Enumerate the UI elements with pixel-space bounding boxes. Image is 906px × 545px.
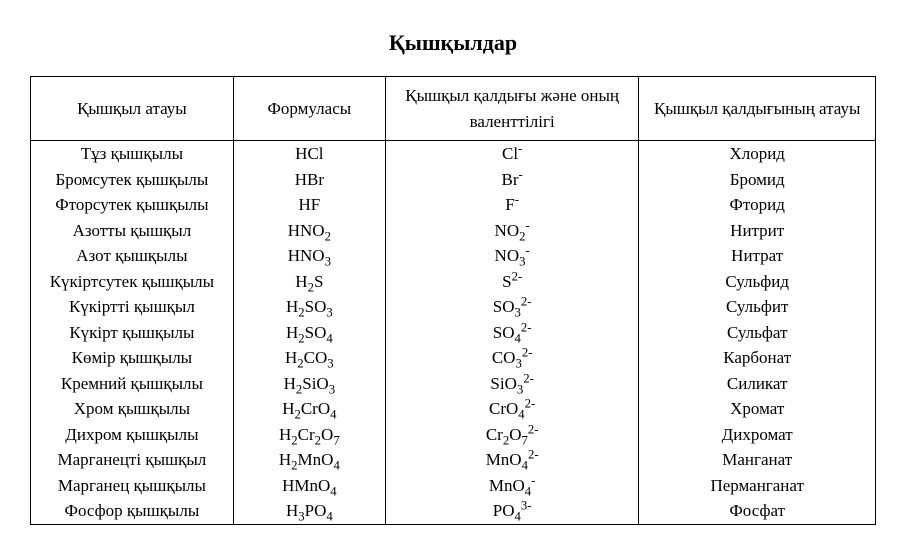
cell-residue: S2- <box>385 269 639 295</box>
table-row: Марганец қышқылыHMnO4MnO4-Перманганат <box>31 473 876 499</box>
cell-acid-name: Күкіртті қышқыл <box>31 294 234 320</box>
cell-residue-name: Манганат <box>639 447 876 473</box>
cell-formula: H2SO3 <box>233 294 385 320</box>
cell-formula: HNO2 <box>233 218 385 244</box>
table-row: Фосфор қышқылыH3PO4PO43-Фосфат <box>31 498 876 524</box>
cell-acid-name: Күкірт қышқылы <box>31 320 234 346</box>
table-row: Кремний қышқылыH2SiO3SiO32-Силикат <box>31 371 876 397</box>
cell-acid-name: Азотты қышқыл <box>31 218 234 244</box>
table-row: Бромсутек қышқылыHBrBr-Бромид <box>31 167 876 193</box>
cell-acid-name: Күкіртсутек қышқылы <box>31 269 234 295</box>
col-header-formula: Формуласы <box>233 77 385 141</box>
cell-acid-name: Марганецті қышқыл <box>31 447 234 473</box>
cell-formula: H2CrO4 <box>233 396 385 422</box>
cell-residue: MnO42- <box>385 447 639 473</box>
cell-residue-name: Сульфит <box>639 294 876 320</box>
cell-formula: HNO3 <box>233 243 385 269</box>
cell-formula: HF <box>233 192 385 218</box>
cell-residue-name: Хлорид <box>639 141 876 167</box>
cell-residue: CrO42- <box>385 396 639 422</box>
cell-formula: H2CO3 <box>233 345 385 371</box>
cell-residue: Cr2O72- <box>385 422 639 448</box>
cell-residue-name: Силикат <box>639 371 876 397</box>
cell-acid-name: Марганец қышқылы <box>31 473 234 499</box>
cell-formula: H2MnO4 <box>233 447 385 473</box>
cell-residue-name: Нитрит <box>639 218 876 244</box>
cell-residue-name: Сульфид <box>639 269 876 295</box>
col-header-name: Қышқыл атауы <box>31 77 234 141</box>
table-row: Көмір қышқылыH2CO3CO32-Карбонат <box>31 345 876 371</box>
table-row: Тұз қышқылыHClCl-Хлорид <box>31 141 876 167</box>
table-row: Марганецті қышқылH2MnO4MnO42-Манганат <box>31 447 876 473</box>
cell-residue-name: Карбонат <box>639 345 876 371</box>
cell-residue: F- <box>385 192 639 218</box>
cell-acid-name: Хром қышқылы <box>31 396 234 422</box>
page-title: Қышқылдар <box>30 30 876 56</box>
cell-residue-name: Сульфат <box>639 320 876 346</box>
cell-formula: HCl <box>233 141 385 167</box>
cell-residue: MnO4- <box>385 473 639 499</box>
acids-table: Қышқыл атауы Формуласы Қышқыл қалдығы жә… <box>30 76 876 525</box>
col-header-resname: Қышқыл қалдығының атауы <box>639 77 876 141</box>
cell-residue-name: Фторид <box>639 192 876 218</box>
cell-residue: PO43- <box>385 498 639 524</box>
cell-acid-name: Кремний қышқылы <box>31 371 234 397</box>
cell-residue: CO32- <box>385 345 639 371</box>
cell-residue: Br- <box>385 167 639 193</box>
cell-acid-name: Фторсутек қышқылы <box>31 192 234 218</box>
table-row: Хром қышқылыH2CrO4CrO42-Хромат <box>31 396 876 422</box>
cell-residue-name: Хромат <box>639 396 876 422</box>
cell-residue-name: Фосфат <box>639 498 876 524</box>
col-header-residue: Қышқыл қалдығы және оның валенттілігі <box>385 77 639 141</box>
cell-residue: Cl- <box>385 141 639 167</box>
cell-residue-name: Нитрат <box>639 243 876 269</box>
table-row: Күкіртсутек қышқылыH2SS2-Сульфид <box>31 269 876 295</box>
cell-residue: NO3- <box>385 243 639 269</box>
cell-acid-name: Фосфор қышқылы <box>31 498 234 524</box>
table-header-row: Қышқыл атауы Формуласы Қышқыл қалдығы жә… <box>31 77 876 141</box>
cell-formula: H2SO4 <box>233 320 385 346</box>
table-row: Азот қышқылыHNO3NO3-Нитрат <box>31 243 876 269</box>
cell-residue-name: Перманганат <box>639 473 876 499</box>
cell-formula: HBr <box>233 167 385 193</box>
cell-acid-name: Бромсутек қышқылы <box>31 167 234 193</box>
cell-residue-name: Дихромат <box>639 422 876 448</box>
cell-residue: SiO32- <box>385 371 639 397</box>
table-row: Күкірт қышқылыH2SO4SO42-Сульфат <box>31 320 876 346</box>
cell-acid-name: Тұз қышқылы <box>31 141 234 167</box>
cell-residue: NO2- <box>385 218 639 244</box>
cell-residue: SO32- <box>385 294 639 320</box>
cell-residue-name: Бромид <box>639 167 876 193</box>
cell-residue: SO42- <box>385 320 639 346</box>
table-row: Дихром қышқылыH2Cr2O7Cr2O72-Дихромат <box>31 422 876 448</box>
cell-acid-name: Дихром қышқылы <box>31 422 234 448</box>
cell-formula: H2Cr2O7 <box>233 422 385 448</box>
cell-acid-name: Азот қышқылы <box>31 243 234 269</box>
cell-formula: H2S <box>233 269 385 295</box>
cell-formula: H2SiO3 <box>233 371 385 397</box>
table-row: Фторсутек қышқылыHFF-Фторид <box>31 192 876 218</box>
cell-formula: HMnO4 <box>233 473 385 499</box>
table-row: Күкіртті қышқылH2SO3SO32-Сульфит <box>31 294 876 320</box>
table-row: Азотты қышқылHNO2NO2-Нитрит <box>31 218 876 244</box>
cell-formula: H3PO4 <box>233 498 385 524</box>
cell-acid-name: Көмір қышқылы <box>31 345 234 371</box>
